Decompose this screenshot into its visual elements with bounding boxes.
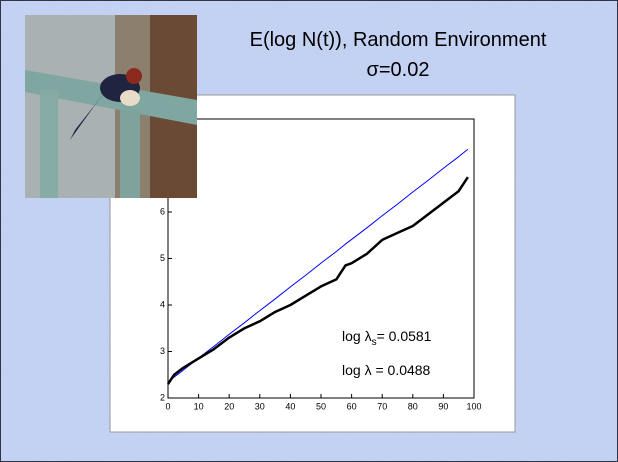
plot: 0 10 20 30 40 50 60 70 80 90 100 2 3 4 5 6 log λs= 0.058… [160, 118, 482, 411]
x-tick-label: 100 [466, 401, 481, 411]
annotation-part: = 0.0581 [377, 328, 432, 344]
y-tick-label: 4 [160, 299, 165, 309]
photo-bird-head [126, 68, 142, 84]
x-tick-label: 30 [255, 401, 265, 411]
y-tick-label: 6 [160, 206, 165, 216]
photo-post [40, 90, 58, 198]
x-tick-label: 0 [165, 401, 170, 411]
annotation: log λs= 0.0581 [342, 328, 432, 348]
x-tick-label: 20 [224, 401, 234, 411]
x-tick-label: 50 [316, 401, 326, 411]
x-tick-label: 10 [194, 401, 204, 411]
chart-panel [109, 94, 516, 433]
series-line [166, 176, 469, 385]
series-line [167, 148, 469, 383]
x-tick-label: 90 [438, 401, 448, 411]
y-tick-label: 5 [160, 253, 165, 263]
slide-subtitle: σ=0.02 [367, 59, 430, 81]
annotation-part: s [372, 337, 377, 348]
annotation: log λ = 0.0488 [342, 362, 431, 378]
y-tick-label: 2 [160, 392, 165, 402]
x-tick-label: 70 [377, 401, 387, 411]
annotation-part: log λ [342, 328, 372, 344]
x-tick-label: 80 [408, 401, 418, 411]
slide-title: E(log N(t)), Random Environment [250, 29, 547, 51]
y-tick-label: 3 [160, 346, 165, 356]
annotation-part: log λ = 0.0488 [342, 362, 431, 378]
x-tick-label: 60 [347, 401, 357, 411]
x-tick-label: 40 [285, 401, 295, 411]
photo [25, 15, 197, 198]
photo-bird-belly [120, 90, 140, 106]
photo-post [120, 110, 140, 198]
